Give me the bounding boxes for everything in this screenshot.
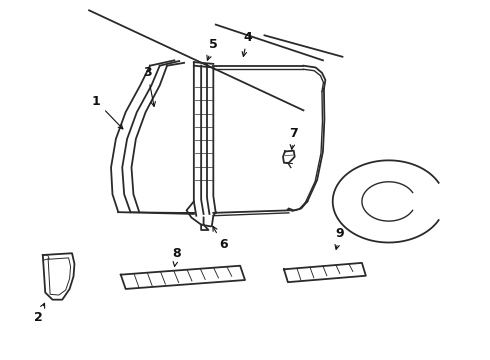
Text: 6: 6 [213,226,227,251]
Text: 5: 5 [207,38,218,60]
Text: 1: 1 [92,95,123,129]
Text: 4: 4 [242,31,252,57]
Text: 7: 7 [290,127,298,149]
Text: 8: 8 [172,247,181,266]
Text: 3: 3 [143,66,155,107]
Text: 9: 9 [335,227,344,249]
Text: 2: 2 [33,303,45,324]
